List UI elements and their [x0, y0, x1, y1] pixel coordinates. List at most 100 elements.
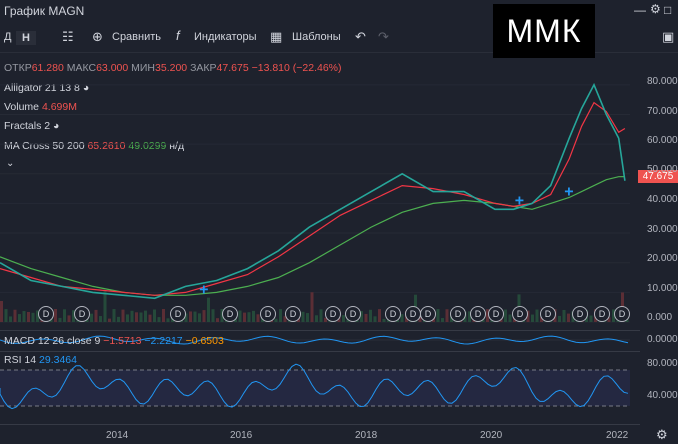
candlestick-icon[interactable]: ☷: [62, 29, 74, 44]
price-tick-50: 50.000: [647, 164, 678, 175]
volume-bar: [274, 318, 278, 322]
volume-bar: [193, 311, 197, 322]
volume-bar: [139, 312, 143, 322]
close-value: 47.675: [216, 62, 249, 74]
time-tick-2018: 2018: [355, 430, 378, 441]
dividend-marker[interactable]: D: [594, 306, 610, 322]
macd-legend[interactable]: MACD 12 26 close 9 −1.5713 −2.2217 −0.65…: [4, 335, 224, 347]
volume-bar: [54, 309, 57, 322]
dividend-marker[interactable]: D: [345, 306, 361, 322]
volume-bar: [468, 311, 471, 322]
templates-icon[interactable]: ▦: [270, 29, 283, 44]
volume-bar: [364, 313, 368, 322]
add-compare-icon[interactable]: ⊕: [92, 29, 103, 44]
volume-bar: [198, 313, 201, 322]
pane-separator[interactable]: [0, 330, 640, 331]
volume-bar: [126, 314, 129, 322]
volume-bar: [166, 318, 170, 322]
volume-bar: [117, 316, 120, 322]
time-axis-border: [0, 424, 640, 425]
dividend-marker[interactable]: D: [285, 306, 301, 322]
dividend-marker[interactable]: D: [74, 306, 90, 322]
volume-bar: [207, 297, 210, 322]
volume-bar: [135, 312, 138, 322]
volume-bar: [445, 309, 449, 322]
dividend-marker[interactable]: D: [325, 306, 341, 322]
dividend-marker[interactable]: D: [450, 306, 466, 322]
volume-bar: [9, 316, 12, 322]
volume-bar: [22, 311, 26, 322]
ma-fast-value: 65.2610: [87, 140, 126, 152]
fractals-legend[interactable]: Fractals 2 ◕: [4, 120, 59, 132]
volume-bar: [607, 317, 611, 322]
rsi-pane[interactable]: [0, 352, 640, 424]
volume-bar: [373, 316, 377, 322]
volume-bar: [189, 311, 192, 322]
macd-pane[interactable]: [0, 331, 640, 351]
dividend-marker[interactable]: D: [222, 306, 238, 322]
ma-slow-value: 49.0299: [128, 140, 167, 152]
volume-bar: [382, 318, 386, 322]
dividend-marker[interactable]: D: [540, 306, 556, 322]
redo-icon[interactable]: ↷: [378, 29, 389, 44]
volume-bar: [157, 317, 161, 322]
minimize-icon[interactable]: —: [634, 3, 646, 17]
collapse-icon[interactable]: ⌄: [6, 158, 15, 169]
dividend-marker[interactable]: D: [420, 306, 436, 322]
eye-icon[interactable]: ◕: [82, 82, 90, 94]
volume-bar: [612, 309, 615, 322]
low-value: 35.200: [155, 62, 188, 74]
more-icon[interactable]: □: [664, 3, 672, 17]
volume-bar: [121, 309, 125, 322]
volume-bar: [0, 301, 3, 322]
dividend-marker[interactable]: D: [512, 306, 528, 322]
ma-cross-label: MA Cross 50 200: [4, 140, 85, 152]
indicators-button[interactable]: Индикаторы: [194, 31, 257, 43]
rsi-tick-80: 80.0000: [647, 358, 678, 369]
volume-bar: [589, 315, 593, 322]
macd-tick-0: 0.0000: [647, 334, 678, 345]
price-chart[interactable]: + + +: [0, 52, 640, 332]
dividend-marker[interactable]: D: [385, 306, 401, 322]
dividend-marker[interactable]: D: [488, 306, 504, 322]
volume-bar: [369, 309, 372, 322]
volume-bar: [18, 314, 21, 322]
watermark-label: ММК: [493, 4, 595, 58]
macd-value-1: −1.5713: [103, 335, 142, 347]
open-label: ОТКР: [4, 62, 32, 74]
dividend-marker[interactable]: D: [38, 306, 54, 322]
dividend-marker[interactable]: D: [405, 306, 421, 322]
eye-off-icon[interactable]: ◕: [53, 120, 60, 132]
axis-settings-icon[interactable]: ⚙: [656, 427, 668, 442]
interval-hour[interactable]: Н: [16, 31, 36, 45]
volume-bar: [400, 314, 404, 322]
indicators-icon[interactable]: f: [176, 28, 180, 43]
volume-bar: [324, 317, 327, 322]
ma-cross-legend[interactable]: MA Cross 50 200 65.2610 49.0299 н/д: [4, 140, 184, 152]
low-label: МИН: [131, 62, 156, 74]
templates-button[interactable]: Шаблоны: [292, 31, 341, 43]
dividend-marker[interactable]: D: [572, 306, 588, 322]
undo-icon[interactable]: ↶: [355, 29, 366, 44]
volume-bar: [441, 318, 444, 322]
settings-icon[interactable]: ⚙: [650, 2, 661, 16]
volume-legend[interactable]: Volume 4.699M: [4, 101, 77, 113]
current-price-label: 47.675: [638, 170, 678, 183]
compare-button[interactable]: Сравнить: [112, 31, 162, 43]
camera-icon[interactable]: ▣: [662, 29, 675, 44]
rsi-legend[interactable]: RSI 14 29.3464: [4, 354, 77, 366]
dividend-marker[interactable]: D: [170, 306, 186, 322]
price-tick-70: 70.000: [647, 106, 678, 117]
volume-bar: [103, 291, 107, 322]
dividend-marker[interactable]: D: [470, 306, 486, 322]
dividend-marker[interactable]: D: [260, 306, 276, 322]
volume-bar: [27, 312, 30, 322]
price-tick-10: 10.000: [647, 283, 678, 294]
price-tick-30: 30.000: [647, 224, 678, 235]
pane-separator[interactable]: [0, 351, 640, 352]
close-label: ЗАКР: [190, 62, 217, 74]
volume-bar: [216, 318, 219, 322]
volume-bar: [436, 309, 440, 322]
dividend-marker[interactable]: D: [614, 306, 630, 322]
interval-day[interactable]: Д: [4, 31, 12, 43]
